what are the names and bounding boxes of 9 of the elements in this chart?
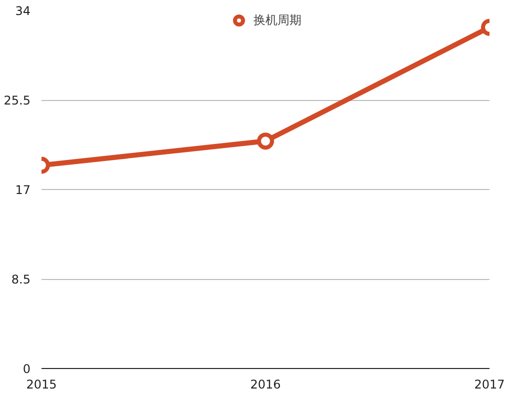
x-tick-label: 2016 — [250, 378, 281, 392]
x-tick-label: 2015 — [26, 378, 57, 392]
x-tick-label: 2017 — [474, 378, 505, 392]
y-tick-label: 25.5 — [4, 94, 30, 108]
y-tick-label: 17 — [15, 183, 31, 197]
y-tick-label: 0 — [22, 362, 31, 376]
y-tick-label: 34 — [15, 4, 31, 18]
y-tick-label: 8.5 — [11, 272, 31, 286]
legend-label: 换机周期 — [254, 12, 302, 28]
